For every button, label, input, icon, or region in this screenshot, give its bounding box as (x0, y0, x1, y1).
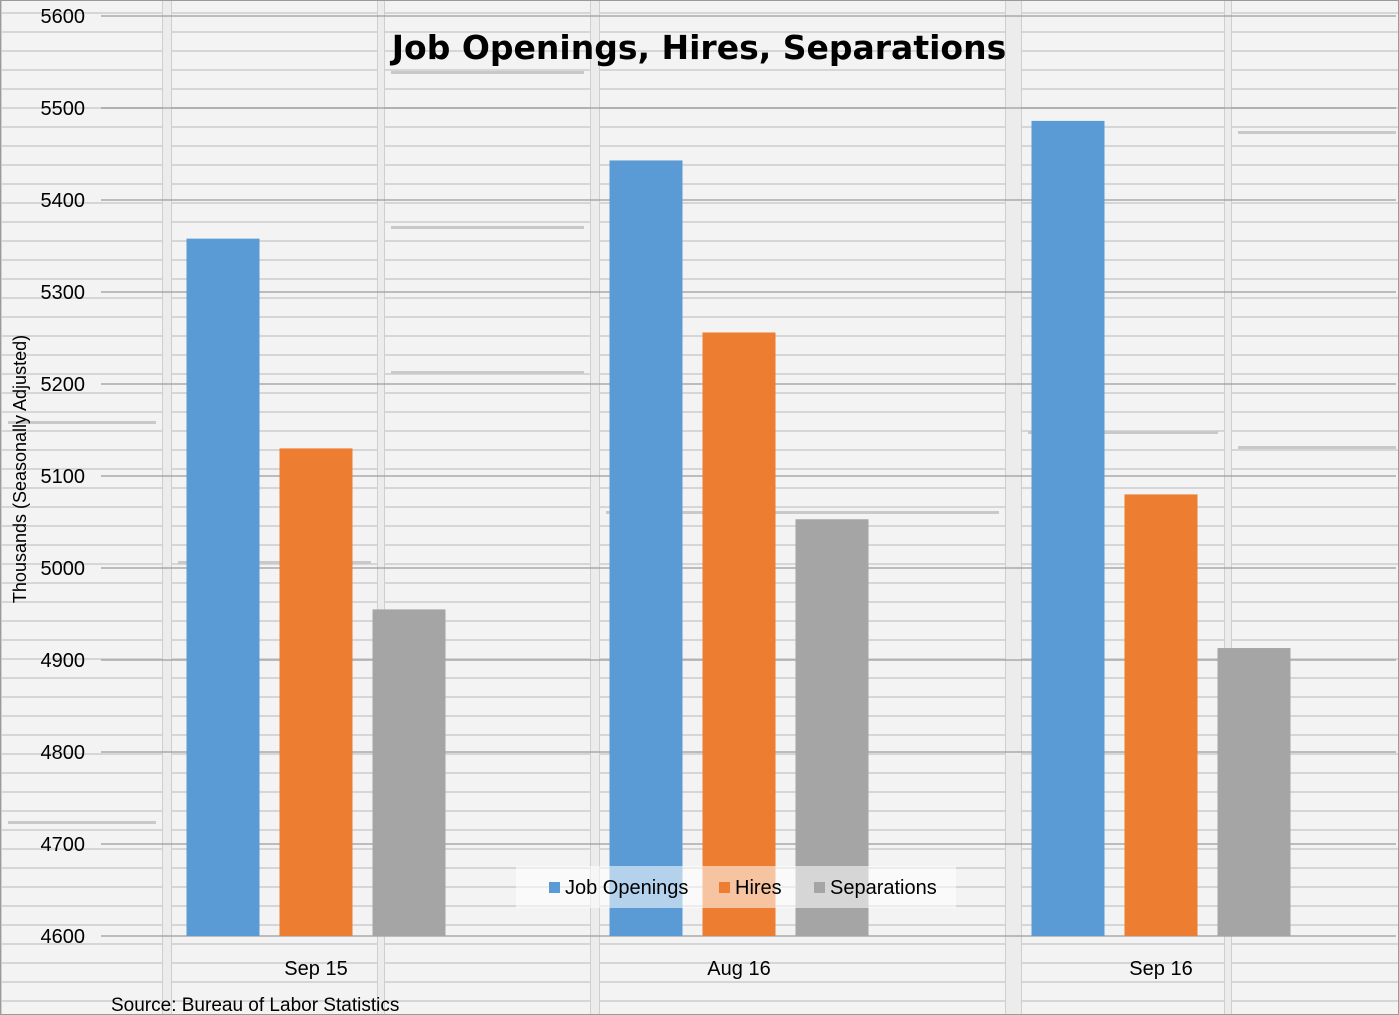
legend: Job Openings Hires Separations (516, 866, 956, 908)
y-tick-label-5000: 5000 (41, 558, 86, 580)
bars (186, 120, 1291, 937)
bar-hires-sep-15 (279, 448, 353, 936)
y-tick-label-5100: 5100 (41, 466, 86, 488)
y-tick-label-5500: 5500 (41, 98, 86, 120)
x-axis-categories: Sep 15 Aug 16 Sep 16 (284, 958, 1192, 980)
x-category-label-sep-15: Sep 15 (284, 958, 347, 980)
y-tick-label-5400: 5400 (41, 190, 86, 212)
legend-swatch-hires (719, 882, 730, 893)
y-tick-label-4600: 4600 (41, 926, 86, 948)
legend-label-job-openings: Job Openings (565, 877, 688, 899)
bar-job-openings-sep-16 (1031, 120, 1105, 936)
bar-separations-sep-16 (1217, 648, 1291, 936)
y-tick-label-5200: 5200 (41, 374, 86, 396)
bar-hires-aug-16 (702, 332, 776, 937)
legend-background (516, 866, 956, 908)
bar-job-openings-sep-15 (186, 238, 260, 936)
legend-swatch-separations (814, 882, 825, 893)
y-axis-title: Thousands (Seasonally Adjusted) (10, 335, 30, 603)
y-tick-label-5600: 5600 (41, 6, 86, 28)
bar-job-openings-aug-16 (609, 160, 683, 936)
legend-swatch-job-openings (549, 882, 560, 893)
bar-hires-sep-16 (1124, 494, 1198, 936)
legend-label-hires: Hires (735, 877, 782, 899)
x-category-label-sep-16: Sep 16 (1129, 958, 1192, 980)
y-tick-label-4900: 4900 (41, 650, 86, 672)
source-note: Source: Bureau of Labor Statistics (111, 995, 399, 1014)
legend-label-separations: Separations (830, 877, 937, 899)
x-category-label-aug-16: Aug 16 (707, 958, 770, 980)
y-tick-label-5300: 5300 (41, 282, 86, 304)
chart-title: Job Openings, Hires, Separations (390, 28, 1006, 67)
y-axis-ticks: 4600 4700 4800 4900 5000 5100 5200 5300 5400 5500… (41, 6, 86, 948)
y-tick-label-4800: 4800 (41, 742, 86, 764)
y-tick-label-4700: 4700 (41, 834, 86, 856)
bar-separations-sep-15 (372, 609, 446, 936)
